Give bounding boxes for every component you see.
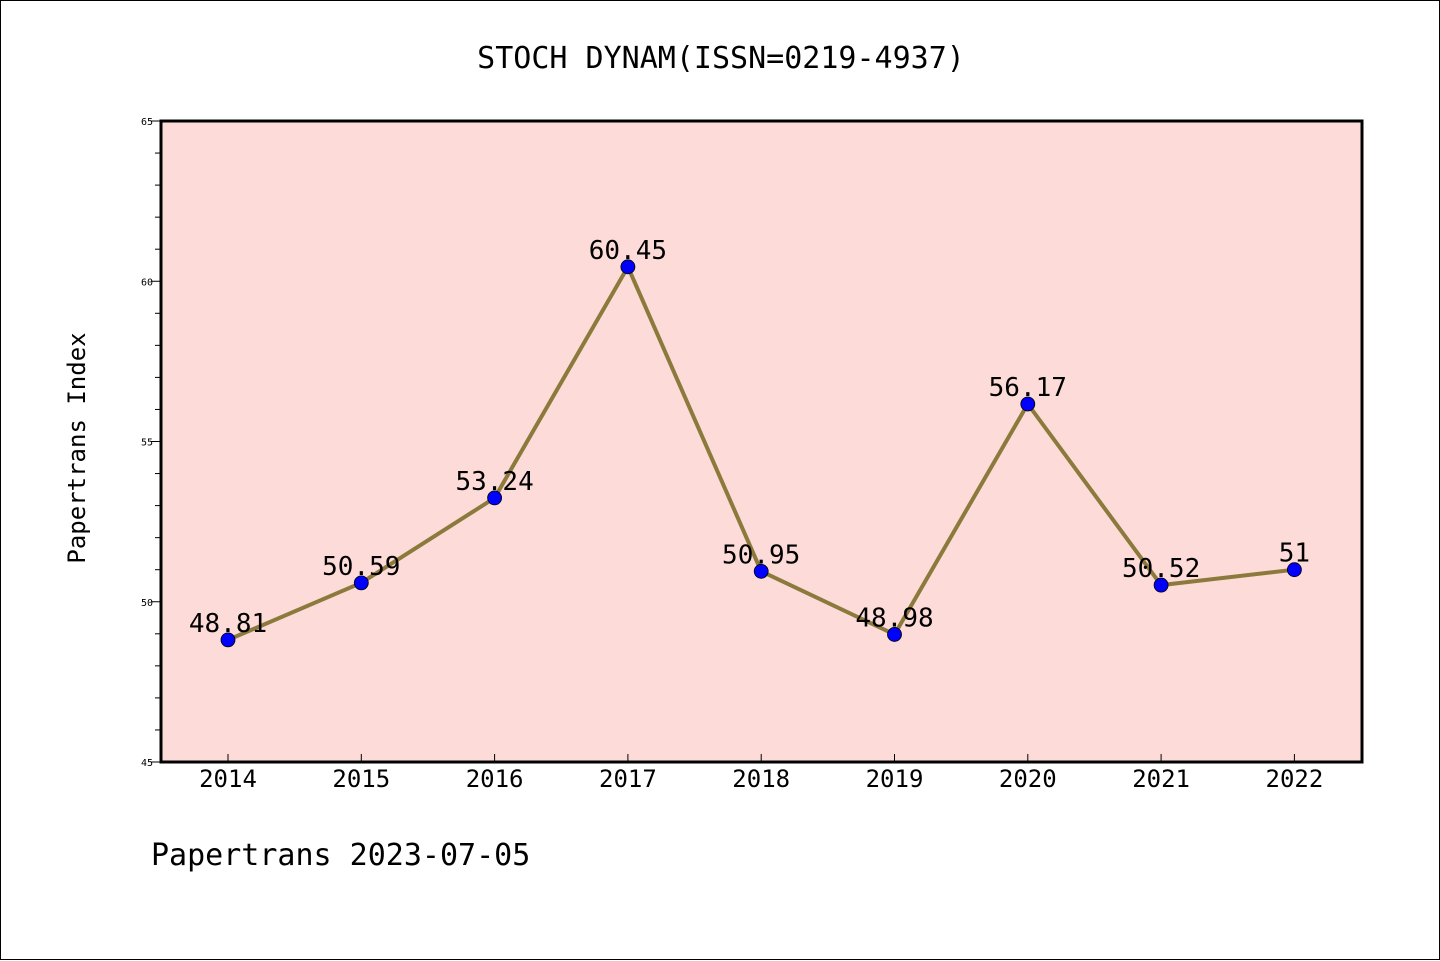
- data-label: 56.17: [989, 373, 1067, 403]
- data-label: 50.59: [322, 552, 400, 582]
- x-tick-label: 2017: [599, 765, 657, 793]
- data-point: [1153, 577, 1169, 593]
- data-label: 53.24: [455, 467, 533, 497]
- x-tick-label: 2021: [1132, 765, 1190, 793]
- y-axis-title: Papertrans Index: [63, 332, 91, 563]
- y-tick-label: 60: [141, 277, 153, 288]
- x-tick-label: 2018: [732, 765, 790, 793]
- data-label: 60.45: [589, 236, 667, 266]
- series-markers: [220, 259, 1302, 648]
- data-point: [887, 627, 902, 642]
- y-axis: 45 50 55 60 65: [141, 117, 161, 769]
- x-tick-label: 2016: [466, 765, 524, 793]
- plot-area: [159, 119, 1364, 764]
- data-point: [620, 259, 636, 275]
- x-tick-label: 2015: [332, 765, 390, 793]
- chart-title: STOCH DYNAM(ISSN=0219-4937): [477, 41, 965, 76]
- data-point: [220, 632, 236, 648]
- data-label: 51: [1279, 539, 1310, 569]
- data-point: [1020, 396, 1036, 412]
- x-tick-label: 2022: [1266, 765, 1324, 793]
- data-point: [353, 575, 369, 591]
- data-label: 48.81: [189, 609, 267, 639]
- data-label: 50.52: [1122, 554, 1200, 584]
- y-tick-label: 50: [141, 598, 153, 609]
- y-tick-label: 65: [141, 117, 153, 128]
- data-point: [753, 563, 769, 579]
- x-tick-label: 2019: [866, 765, 924, 793]
- y-tick-label: 55: [141, 438, 153, 449]
- x-tick-label: 2014: [199, 765, 257, 793]
- data-label: 48.98: [855, 603, 933, 633]
- x-tick-label: 2020: [999, 765, 1057, 793]
- data-labels: 48.81 50.59 53.24 60.45 50.95 48.98 56.17 50.52…: [189, 236, 1310, 639]
- data-point: [1287, 562, 1302, 578]
- data-label: 50.95: [722, 540, 800, 570]
- x-axis: 2014 2015 2016 2017 2018 2019 2020 2021 2022: [199, 754, 1323, 793]
- y-tick-label: 45: [141, 758, 153, 769]
- data-point: [487, 490, 503, 506]
- footer-text: Papertrans 2023-07-05: [151, 838, 530, 873]
